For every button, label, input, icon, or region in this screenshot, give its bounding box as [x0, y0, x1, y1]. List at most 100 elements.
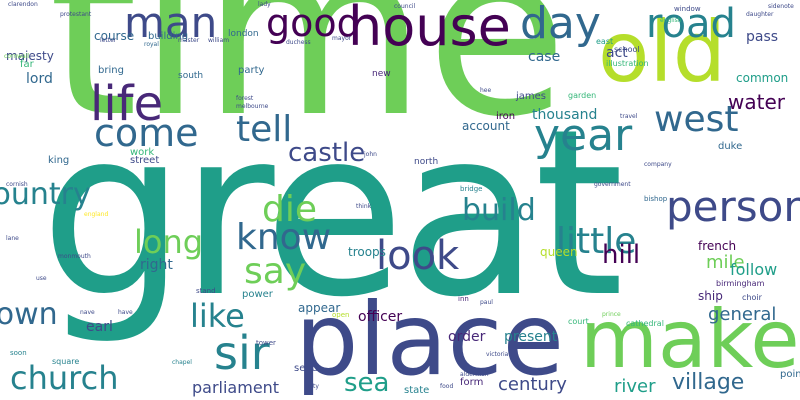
- cloud-word: use: [36, 275, 47, 282]
- cloud-word: london: [228, 29, 259, 39]
- cloud-word: good: [266, 1, 361, 45]
- cloud-word: day: [520, 0, 601, 49]
- cloud-word: tell: [236, 109, 293, 150]
- cloud-word: present: [504, 329, 558, 345]
- cloud-word: prince: [602, 311, 621, 318]
- cloud-word: clarendon: [8, 1, 38, 8]
- cloud-word: course: [94, 29, 135, 43]
- cloud-word: lane: [6, 235, 19, 242]
- cloud-word: victoria: [486, 351, 509, 358]
- cloud-word: letter: [100, 37, 117, 44]
- cloud-word: building: [148, 31, 189, 42]
- cloud-word: form: [460, 377, 484, 388]
- cloud-word: monmouth: [58, 253, 91, 260]
- cloud-word: cornish: [6, 181, 28, 188]
- cloud-word: church: [10, 359, 119, 397]
- cloud-word: castle: [288, 138, 366, 168]
- cloud-word: stand: [196, 287, 216, 295]
- cloud-word: like: [190, 297, 245, 335]
- cloud-word: point: [780, 369, 800, 380]
- cloud-word: soon: [10, 349, 27, 357]
- cloud-word: william: [208, 37, 230, 44]
- cloud-word: little: [556, 221, 637, 262]
- cloud-word: party: [238, 65, 265, 76]
- cloud-word: mile: [706, 252, 745, 273]
- cloud-word: birmingham: [716, 279, 765, 288]
- cloud-word: troops: [348, 245, 386, 259]
- cloud-word: state: [404, 385, 430, 396]
- cloud-word: john: [364, 151, 377, 158]
- cloud-word: sidenote: [768, 3, 794, 10]
- cloud-word: send: [294, 363, 319, 374]
- cloud-word: protestant: [60, 11, 92, 18]
- cloud-word: travel: [620, 113, 638, 120]
- cloud-word: sea: [344, 368, 390, 398]
- cloud-word: order: [448, 329, 486, 345]
- cloud-word: english: [660, 17, 682, 24]
- cloud-word: water: [728, 90, 785, 114]
- cloud-word: king: [48, 155, 70, 166]
- cloud-word: country: [0, 177, 91, 212]
- cloud-word: act: [606, 45, 628, 61]
- cloud-word: die: [262, 189, 318, 230]
- cloud-word: paul: [480, 299, 493, 306]
- cloud-word: right: [140, 257, 173, 273]
- cloud-word: council: [394, 3, 416, 10]
- cloud-word: cathedral: [626, 319, 664, 328]
- cloud-word: lord: [26, 71, 53, 87]
- cloud-word: window: [674, 5, 701, 13]
- cloud-word: french: [698, 239, 737, 253]
- cloud-word: school: [614, 45, 640, 54]
- cloud-word: say: [244, 251, 307, 292]
- cloud-word: nave: [80, 309, 95, 316]
- cloud-word: parliament: [192, 378, 280, 397]
- cloud-word: aldermen: [460, 371, 489, 378]
- cloud-word: look: [376, 233, 460, 279]
- cloud-word: chapel: [172, 359, 192, 366]
- cloud-word: james: [516, 91, 547, 102]
- cloud-word: open: [332, 311, 350, 319]
- cloud-word: square: [52, 357, 80, 366]
- cloud-word: build: [462, 193, 536, 228]
- cloud-word: master: [178, 37, 200, 44]
- cloud-word: place: [295, 281, 565, 398]
- cloud-word: far: [20, 59, 34, 70]
- cloud-word: north: [414, 157, 439, 167]
- cloud-word: officer: [358, 309, 403, 325]
- cloud-word: company: [644, 161, 672, 168]
- cloud-word: inn: [458, 295, 469, 303]
- cloud-word: great: [40, 81, 624, 348]
- cloud-word: life: [90, 76, 164, 132]
- cloud-word: daughter: [746, 11, 774, 18]
- cloud-word: thousand: [532, 107, 598, 123]
- cloud-word: person: [666, 182, 800, 231]
- cloud-word: forest: [236, 95, 254, 102]
- cloud-word: earl: [86, 319, 113, 335]
- cloud-word: follow: [730, 260, 778, 279]
- cloud-word: east: [596, 37, 614, 46]
- cloud-word: hill: [602, 240, 641, 270]
- cloud-word: west: [654, 99, 739, 140]
- cloud-word: appear: [298, 301, 341, 315]
- cloud-word: mayor: [332, 35, 352, 42]
- cloud-word: town: [0, 297, 58, 332]
- cloud-word: power: [242, 289, 273, 300]
- cloud-word: tower: [256, 339, 276, 347]
- cloud-word: make: [580, 293, 800, 386]
- cloud-word: majesty: [6, 49, 54, 63]
- cloud-word: choir: [742, 293, 762, 302]
- cloud-word: general: [708, 304, 777, 325]
- cloud-word: hee: [480, 87, 492, 94]
- cloud-word: know: [236, 217, 332, 258]
- cloud-word: south: [178, 71, 204, 81]
- cloud-word: common: [736, 71, 789, 85]
- cloud-word: duke: [718, 141, 743, 152]
- cloud-word: road: [646, 1, 736, 47]
- cloud-word: bridge: [460, 185, 483, 193]
- cloud-word: garden: [568, 91, 597, 100]
- cloud-word: new: [372, 69, 391, 79]
- cloud-word: ship: [698, 289, 723, 303]
- cloud-word: court: [568, 317, 589, 326]
- cloud-word: england: [84, 211, 109, 218]
